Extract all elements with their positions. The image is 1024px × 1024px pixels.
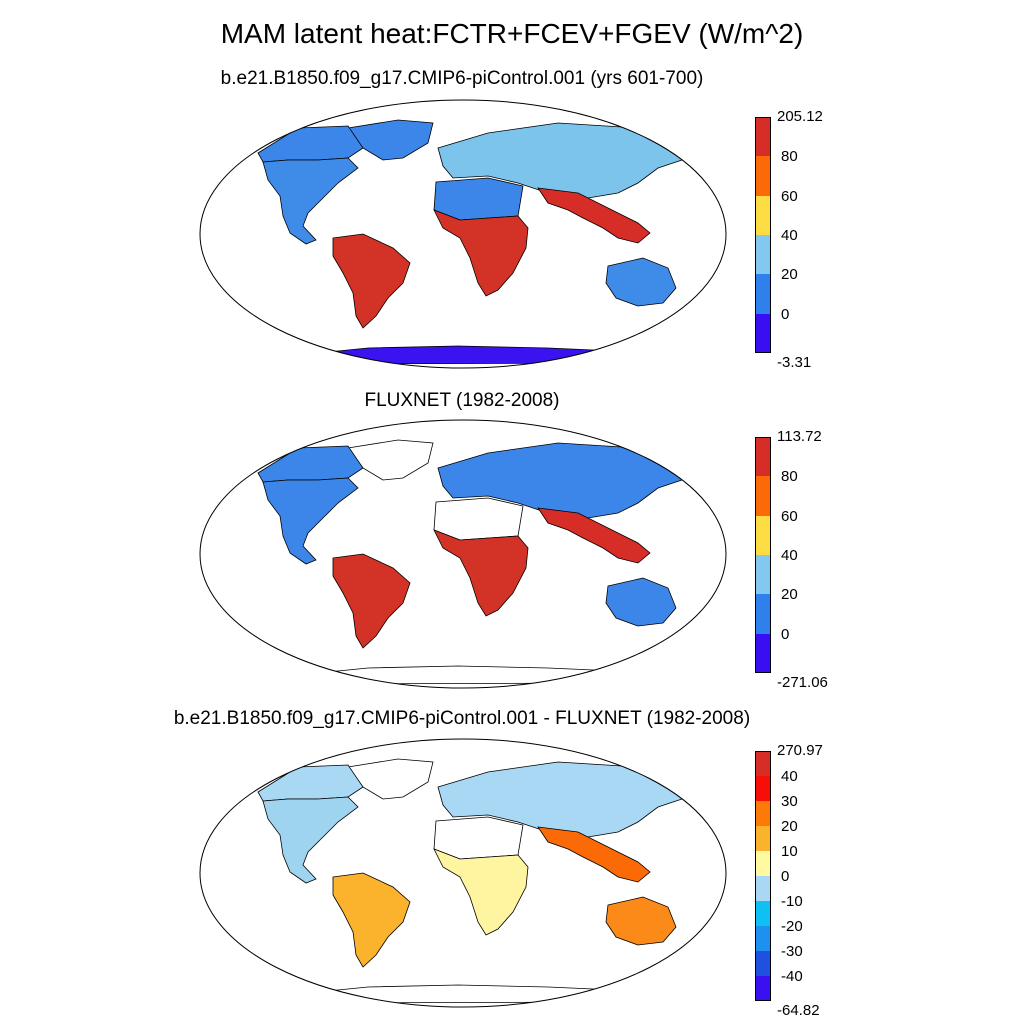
colorbar-tick-label: 30 [781,793,798,810]
map-panel-model [199,99,727,369]
land-greenland [347,758,434,800]
colorbar-tick-label: -64.82 [777,1002,820,1019]
colorbar-tick-label: -10 [781,893,803,910]
colorbar-tick-label: 113.72 [777,428,822,445]
colorbar-tick-label: 0 [781,625,790,643]
land-boreal [257,764,364,802]
colorbar-tick-label: 205.12 [777,108,823,125]
colorbar-tick-label: -40 [781,968,803,985]
land-south-asia [537,826,651,883]
colorbar-tick-label: 270.97 [777,742,823,759]
land-sahara [433,816,524,860]
panel-title-model: b.e21.B1850.f09_g17.CMIP6-piControl.001 … [220,68,704,89]
colorbar-diff: -64.82 -40 -30 -20 -10 0 10 20 30 40 270.97 [755,743,823,1018]
land-sahara [433,177,524,221]
panel-title-diff: b.e21.B1850.f09_g17.CMIP6-piControl.001 … [173,708,751,729]
colorbar-tick-label: 10 [781,843,798,860]
colorbar-frame [755,751,771,1001]
land-boreal [257,445,364,483]
land-antarctica [276,984,655,1004]
land-antarctica [276,345,655,365]
map-border [199,738,727,1008]
land-north-america [262,796,359,884]
colorbar-tick-label: -3.31 [777,354,812,371]
colorbar-tick-label: 0 [781,868,790,885]
colorbar-frame [755,437,771,673]
land-europe-asia [437,122,689,199]
land-australia [605,257,677,307]
land-south-america [332,553,411,649]
land-australia [605,896,677,946]
land-north-america [262,157,359,245]
land-australia [605,577,677,627]
colorbar-tick-label: 40 [781,768,798,785]
land-south-asia [537,187,651,244]
colorbar-tick-label: -30 [781,943,803,960]
land-antarctica [276,665,655,685]
colorbar-model: -3.31 0 20 40 60 80 205.12 [755,109,823,370]
land-south-america [332,872,411,968]
colorbar-tick-label: 20 [781,266,798,284]
land-sahara [433,497,524,541]
land-africa [433,848,529,936]
colorbar-tick-label: 60 [781,507,798,525]
land-africa [433,529,529,617]
map-border [199,99,727,369]
map-panel-diff [199,738,727,1008]
figure-title: MAM latent heat:FCTR+FCEV+FGEV (W/m^2) [220,18,804,49]
panel-title-obs: FLUXNET (1982-2008) [364,390,560,411]
land-greenland [347,439,434,481]
land-greenland [347,119,434,161]
colorbar-tick-label: 40 [781,547,798,564]
colorbar-tick-label: 20 [781,586,798,604]
land-north-america [262,477,359,565]
land-europe-asia [437,442,689,519]
land-europe-asia [437,761,689,838]
colorbar-tick-label: -271.06 [777,674,828,691]
colorbar-tick-label: 80 [781,468,798,486]
land-boreal [257,125,364,163]
land-south-asia [537,507,651,564]
map-border [199,419,727,689]
colorbar-frame [755,117,771,353]
land-africa [433,209,529,297]
colorbar-tick-label: 80 [781,148,798,166]
colorbar-tick-label: 0 [781,305,790,323]
colorbar-tick-label: 60 [781,187,798,205]
colorbar-tick-label: -20 [781,918,803,935]
colorbar-obs: -271.06 0 20 40 60 80 113.72 [755,429,828,690]
colorbar-tick-label: 20 [781,818,798,835]
map-panel-obs [199,419,727,689]
land-south-america [332,233,411,329]
colorbar-tick-label: 40 [781,227,798,244]
